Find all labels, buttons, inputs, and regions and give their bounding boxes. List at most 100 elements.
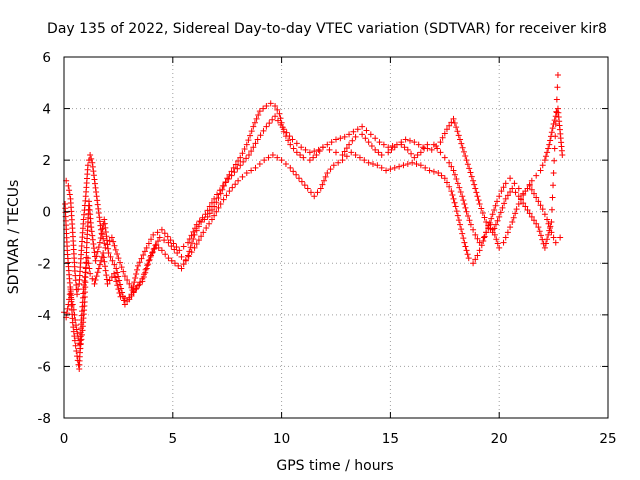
data-point (97, 257, 104, 264)
data-point (542, 240, 549, 247)
data-point (278, 157, 285, 164)
data-point (198, 233, 205, 240)
data-point (476, 200, 483, 207)
data-point (491, 225, 498, 232)
data-point (509, 219, 516, 226)
data-point (100, 254, 107, 261)
data-point (97, 222, 104, 229)
data-point (539, 206, 546, 213)
data-point (188, 232, 195, 239)
data-point (140, 252, 147, 259)
data-point (349, 137, 356, 144)
data-point (254, 136, 261, 143)
data-point (301, 182, 308, 189)
data-point (368, 142, 375, 149)
data-point (117, 281, 124, 288)
data-point (475, 197, 482, 204)
data-point (141, 248, 148, 255)
data-point (343, 153, 350, 160)
data-point (460, 235, 467, 242)
y-tick-labels: -8 -6 -4 -2 0 2 4 6 (38, 50, 51, 427)
data-point (502, 180, 509, 187)
series-track-a (61, 100, 566, 373)
data-point (307, 189, 314, 196)
data-point (451, 120, 458, 127)
data-point (274, 154, 281, 161)
data-point (545, 231, 552, 238)
data-point (462, 153, 469, 160)
data-point (446, 122, 453, 129)
x-tick-label: 5 (169, 431, 178, 447)
data-point (119, 289, 126, 296)
data-point (185, 252, 192, 259)
data-point (316, 148, 323, 155)
data-point (552, 121, 559, 128)
data-point (365, 139, 372, 146)
data-point (102, 267, 109, 274)
data-point (450, 115, 457, 122)
data-point (441, 154, 448, 161)
data-point (417, 149, 424, 156)
data-point (248, 148, 255, 155)
data-point (435, 170, 442, 177)
data-point (88, 224, 95, 231)
data-point (480, 234, 487, 241)
data-point (124, 298, 131, 305)
data-point (461, 200, 468, 207)
data-point (215, 204, 222, 211)
data-point (460, 148, 467, 155)
data-point (151, 245, 158, 252)
data-point (103, 233, 110, 240)
data-point (552, 113, 559, 120)
data-point (156, 234, 163, 241)
data-point (522, 203, 529, 210)
data-point (185, 253, 192, 260)
data-point (129, 287, 136, 294)
data-point (111, 261, 118, 268)
data-point (86, 265, 93, 272)
data-point (66, 291, 73, 298)
data-point (352, 133, 359, 140)
data-point (252, 140, 259, 147)
data-point (464, 251, 471, 258)
data-point (545, 145, 552, 152)
data-point (374, 162, 381, 169)
data-point (298, 144, 305, 151)
data-point (424, 145, 431, 152)
data-point (385, 144, 392, 151)
data-point (265, 154, 272, 161)
data-point (149, 249, 156, 256)
data-point (489, 211, 496, 218)
data-point (547, 137, 554, 144)
data-point (267, 100, 274, 107)
y-tick-label: -8 (38, 411, 51, 427)
data-point (467, 221, 474, 228)
data-point (126, 280, 133, 287)
data-point (103, 272, 110, 279)
data-point (417, 162, 424, 169)
y-tick-label: 0 (42, 205, 51, 221)
data-point (114, 251, 121, 258)
data-point (100, 249, 107, 256)
data-point (103, 237, 110, 244)
data-point (106, 237, 113, 244)
x-tick-label: 0 (60, 431, 69, 447)
data-point (414, 151, 421, 158)
data-point (321, 177, 328, 184)
data-point (119, 293, 126, 300)
data-point (133, 270, 140, 277)
data-point (404, 161, 411, 168)
data-point (73, 326, 80, 333)
data-point (326, 146, 333, 153)
data-point (101, 258, 108, 265)
data-point (111, 270, 118, 277)
data-point (78, 336, 85, 343)
data-point (206, 220, 213, 227)
data-point (553, 108, 560, 115)
data-point (310, 154, 317, 161)
data-point (411, 154, 418, 161)
data-point (142, 269, 149, 276)
data-point (512, 210, 519, 217)
data-point (515, 185, 522, 192)
data-point (217, 190, 224, 197)
